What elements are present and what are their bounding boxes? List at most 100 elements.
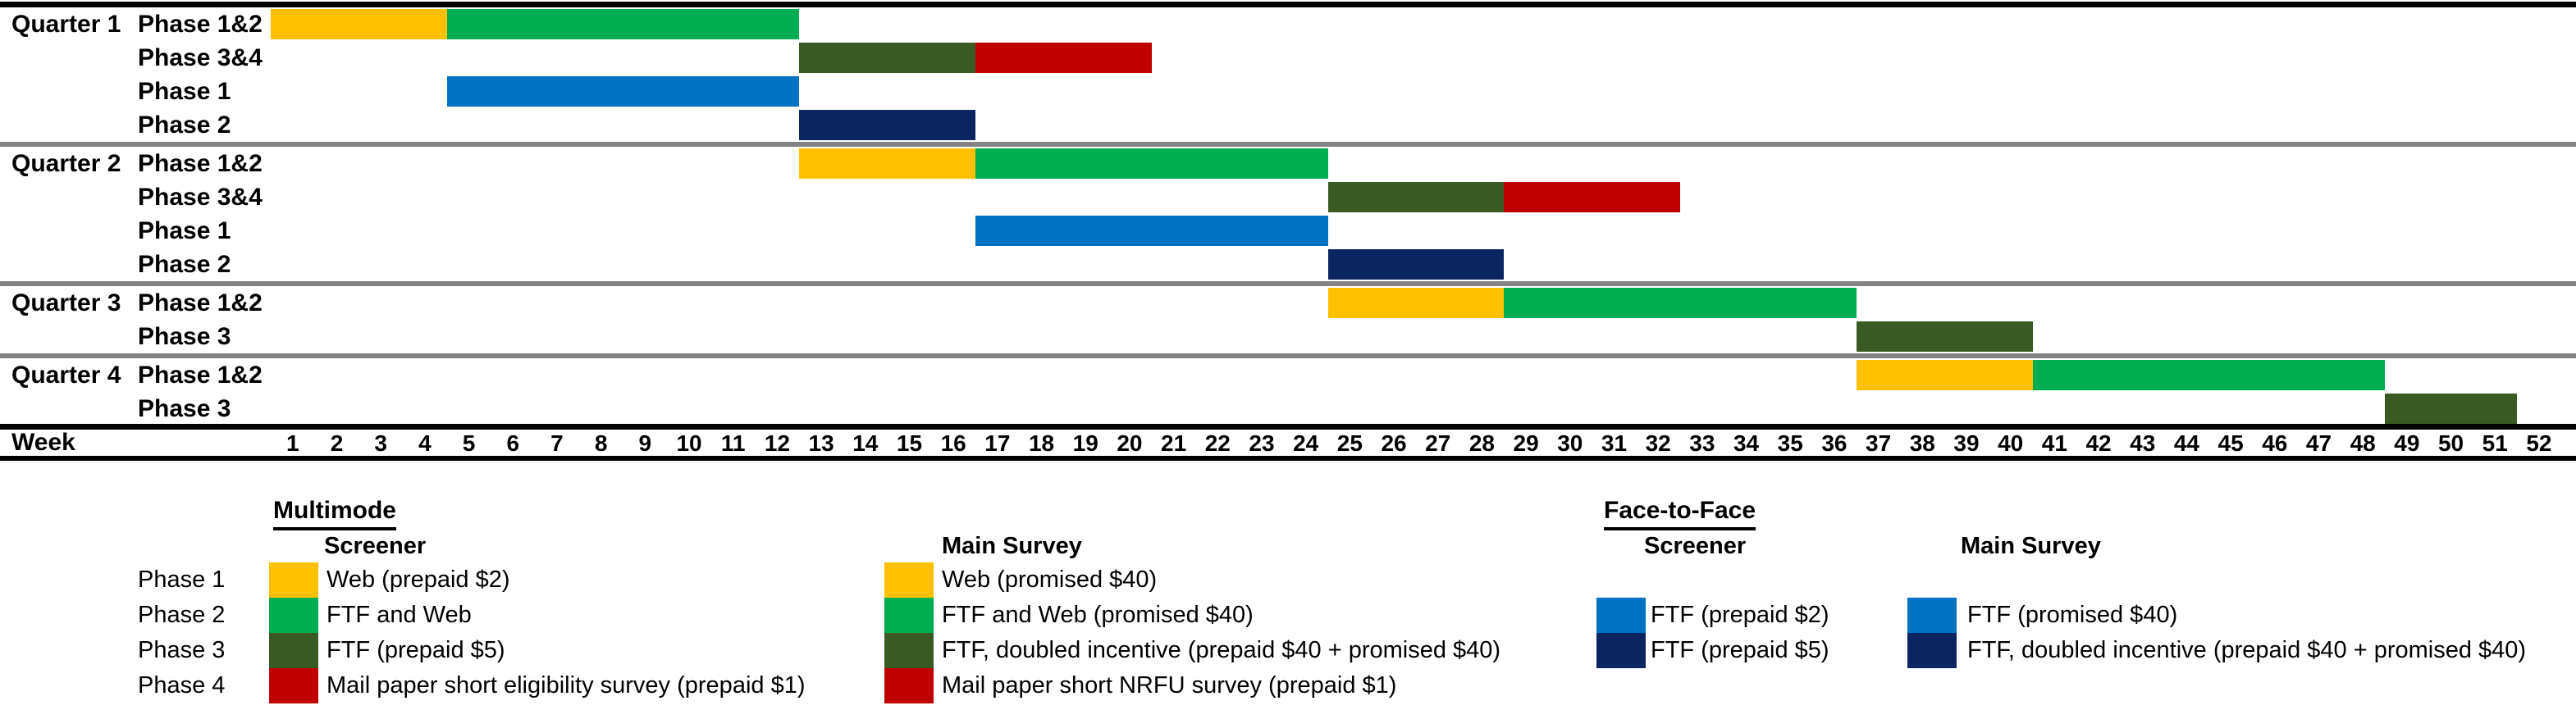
week-number: 11 <box>720 430 746 456</box>
quarter-label: Quarter 4 <box>11 362 121 389</box>
legend-group-title-ftf: Face-to-Face <box>1604 497 1756 530</box>
legend-swatch-ftf_darkgreen <box>884 633 934 668</box>
gantt-bar-ftf_darkgreen <box>1856 321 2033 352</box>
week-number: 4 <box>418 430 432 456</box>
phase-label: Phase 1&2 <box>138 11 263 38</box>
gantt-bar-ftf_darkgreen <box>2385 394 2518 424</box>
gantt-row: Quarter 1 Phase 1&2 <box>0 7 2576 41</box>
legend-item-label: Web (promised $40) <box>942 567 1158 593</box>
week-number: 38 <box>1909 430 1935 456</box>
week-number: 7 <box>550 430 564 456</box>
legend-swatch-ftf_darkgreen <box>269 633 318 668</box>
legend-item-label: FTF (prepaid $5) <box>1651 637 1829 663</box>
week-number: 31 <box>1601 430 1628 456</box>
week-number: 15 <box>896 430 923 456</box>
gantt-bar-ftf_web_green <box>2032 360 2386 390</box>
gantt-bar-web_yellow <box>1327 288 1505 318</box>
row-timeline <box>271 41 2561 75</box>
legend-phase-label: Phase 1 <box>138 567 226 593</box>
week-number: 47 <box>2305 430 2332 456</box>
week-number: 49 <box>2394 430 2420 456</box>
week-number: 36 <box>1821 430 1848 456</box>
legend-swatch-ftf_blue <box>1907 598 1957 633</box>
gantt-row: Phase 3 <box>0 320 2576 353</box>
legend-column-title-mm-screener: Screener <box>324 533 427 559</box>
week-number: 39 <box>1953 430 1980 456</box>
gantt-bar-ftf_blue <box>975 216 1328 246</box>
week-number: 48 <box>2350 430 2376 456</box>
week-number: 21 <box>1161 430 1187 456</box>
week-number: 45 <box>2217 430 2244 456</box>
week-axis-label: Week <box>11 429 75 456</box>
gantt-bar-ftf_navy <box>799 110 976 140</box>
legend-item-label: FTF (prepaid $2) <box>1651 602 1829 628</box>
legend-item-label: FTF (promised $40) <box>1967 602 2178 628</box>
phase-label: Phase 3&4 <box>138 184 263 211</box>
gantt-bar-ftf_darkgreen <box>1327 182 1505 212</box>
week-number: 22 <box>1204 430 1231 456</box>
week-number: 26 <box>1381 430 1407 456</box>
legend-column-title-ftf-main: Main Survey <box>1961 533 2101 559</box>
quarter-label: Quarter 3 <box>11 289 121 316</box>
legend-swatch-web_yellow <box>884 562 934 598</box>
week-number: 3 <box>374 430 387 456</box>
week-number: 19 <box>1072 430 1098 456</box>
gantt-row: Quarter 4 Phase 1&2 <box>0 358 2576 392</box>
legend-swatch-mail_red <box>884 668 934 703</box>
legend-item-label: FTF and Web (promised $40) <box>942 602 1254 628</box>
week-number: 34 <box>1733 430 1760 456</box>
week-number: 23 <box>1249 430 1275 456</box>
legend-item-label: Mail paper short eligibility survey (pre… <box>327 672 806 699</box>
phase-label: Phase 1 <box>138 217 231 244</box>
phase-label: Phase 1 <box>138 78 231 105</box>
gantt-bar-web_yellow <box>271 9 447 39</box>
week-number: 52 <box>2526 430 2552 456</box>
quarter-label: Quarter 1 <box>11 11 121 38</box>
gantt-bar-web_yellow <box>1856 360 2033 390</box>
chart-top-border <box>0 2 2576 7</box>
legend-group-title-multimode: Multimode <box>273 497 396 530</box>
gantt-bar-mail_red <box>1504 182 1681 212</box>
phase-label: Phase 1&2 <box>138 362 263 389</box>
week-number: 24 <box>1293 430 1319 456</box>
gantt-bar-web_yellow <box>799 148 976 179</box>
week-number: 46 <box>2262 430 2288 456</box>
legend-item-label: Mail paper short NRFU survey (prepaid $1… <box>942 672 1397 699</box>
gantt-row: Phase 3&4 <box>0 180 2576 214</box>
week-number: 29 <box>1513 430 1539 456</box>
week-number: 37 <box>1866 430 1892 456</box>
legend-column-title-mm-main: Main Survey <box>942 533 1082 559</box>
legend-item-label: Web (prepaid $2) <box>327 567 510 593</box>
gantt-bar-ftf_web_green <box>446 9 800 39</box>
row-timeline <box>271 214 2561 248</box>
phase-label: Phase 3 <box>138 395 231 422</box>
row-timeline <box>271 147 2561 180</box>
week-number: 32 <box>1645 430 1671 456</box>
gantt-row: Phase 2 <box>0 108 2576 142</box>
week-number: 17 <box>984 430 1011 456</box>
row-timeline <box>271 108 2561 142</box>
row-timeline <box>271 358 2561 392</box>
week-number: 51 <box>2482 430 2508 456</box>
phase-label: Phase 3 <box>138 323 231 350</box>
row-timeline <box>271 75 2561 108</box>
week-number: 12 <box>764 430 790 456</box>
week-cells: 1 2 3 4 5 6 7 8 9 10 11 12 13 14 15 16 17 18 19 20 21 22 23 24 2… <box>271 430 2561 456</box>
week-number: 50 <box>2437 430 2464 456</box>
phase-label: Phase 1&2 <box>138 150 263 177</box>
gantt-bar-ftf_blue <box>446 76 800 107</box>
week-number: 25 <box>1336 430 1363 456</box>
row-timeline <box>271 248 2561 281</box>
week-number: 44 <box>2173 430 2199 456</box>
quarter-separator <box>0 353 2576 358</box>
week-axis-top-border <box>0 424 2576 430</box>
legend-phase-label: Phase 3 <box>138 637 226 663</box>
week-number: 6 <box>506 430 520 456</box>
gantt-bar-ftf_web_green <box>975 148 1328 179</box>
phase-label: Phase 2 <box>138 251 231 278</box>
legend-swatch-mail_red <box>269 668 318 703</box>
row-timeline <box>271 180 2561 214</box>
gantt-row: Phase 3&4 <box>0 41 2576 75</box>
